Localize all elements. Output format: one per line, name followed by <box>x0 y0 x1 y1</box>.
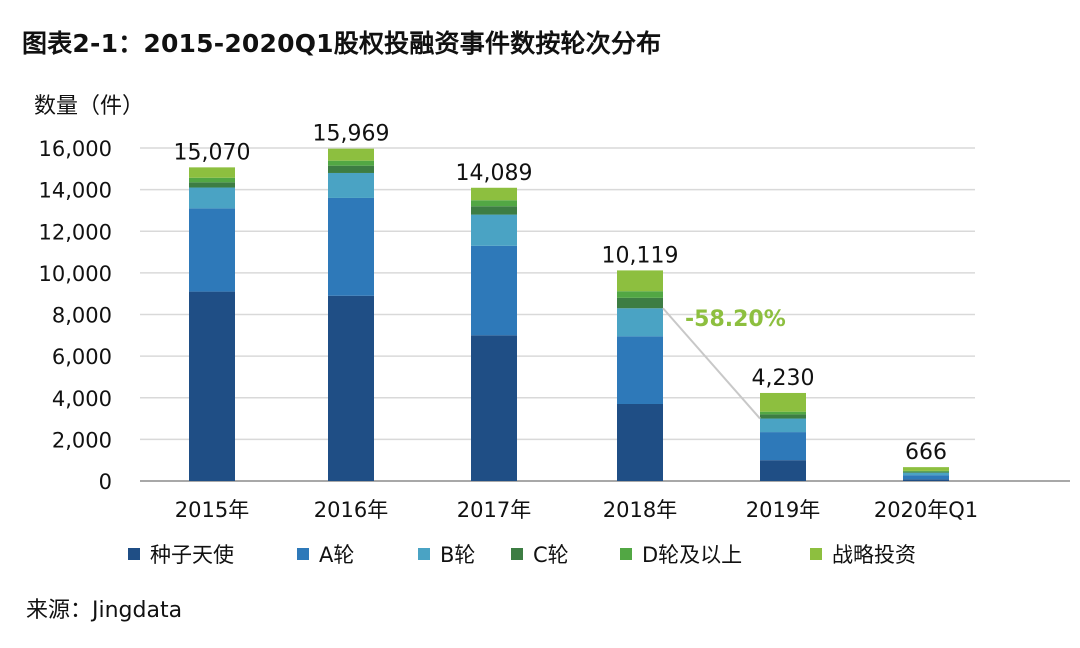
bar-segment <box>189 187 235 209</box>
y-tick-label: 0 <box>99 470 112 494</box>
total-labels: 15,070 15,969 14,089 10,119 4,230 666 <box>174 122 947 465</box>
bar-segment <box>617 308 663 337</box>
x-tick-label: 2015年 <box>175 498 249 522</box>
bar-segment <box>189 177 235 183</box>
legend-label: B轮 <box>440 543 475 567</box>
y-tick-label: 2,000 <box>52 428 112 452</box>
legend-swatch <box>620 548 632 560</box>
legend-label: C轮 <box>533 543 569 567</box>
bar-segment <box>617 403 663 481</box>
gridlines <box>140 147 1070 482</box>
legend-label: 战略投资 <box>832 543 916 567</box>
bar-segment <box>760 411 806 415</box>
bar-segment <box>617 291 663 298</box>
bar-segment <box>760 460 806 481</box>
bar-segment <box>760 432 806 461</box>
total-label: 14,089 <box>456 161 533 186</box>
y-tick-label: 16,000 <box>39 137 112 161</box>
bar-segment <box>903 475 949 480</box>
x-tick-label: 2017年 <box>457 498 531 522</box>
bar-segment <box>471 335 517 481</box>
bar-segment <box>760 392 806 412</box>
x-tick-label: 2019年 <box>746 498 820 522</box>
change-annotation: -58.20% <box>662 307 786 420</box>
bar-segment <box>328 165 374 173</box>
source-note: 来源：Jingdata <box>26 598 183 623</box>
y-tick-label: 12,000 <box>39 220 112 244</box>
bar-segment <box>189 167 235 178</box>
bar-segment <box>617 336 663 404</box>
change-percent-label: -58.20% <box>685 307 786 332</box>
bar-segment <box>328 197 374 296</box>
bar-segment <box>471 214 517 246</box>
legend-swatch <box>297 548 309 560</box>
y-tick-label: 14,000 <box>39 179 112 203</box>
bar-segment <box>760 414 806 419</box>
bar-segment <box>903 471 949 473</box>
x-tick-label: 2020年Q1 <box>874 498 978 522</box>
bar-segment <box>471 245 517 336</box>
y-axis-label: 数量（件） <box>34 94 144 119</box>
legend-label: A轮 <box>319 543 354 567</box>
total-label: 15,969 <box>313 122 390 147</box>
total-label: 4,230 <box>752 366 815 391</box>
bar-segment <box>189 182 235 188</box>
bar-segment <box>189 291 235 481</box>
bar-segment <box>328 148 374 161</box>
bar-segment <box>471 206 517 215</box>
x-axis-ticks: 2015年 2016年 2017年 2018年 2019年 2020年Q1 <box>175 498 978 522</box>
bar-segment <box>903 472 949 476</box>
bar-segment <box>471 187 517 201</box>
legend-swatch <box>810 548 822 560</box>
total-label: 15,070 <box>174 140 251 165</box>
y-tick-label: 4,000 <box>52 387 112 411</box>
bar-segment <box>903 479 949 481</box>
bar-segment <box>471 200 517 207</box>
y-axis-ticks: 0 2,000 4,000 6,000 8,000 10,000 12,000 14,000 1… <box>39 137 112 494</box>
bar-segment <box>328 160 374 166</box>
x-tick-label: 2018年 <box>603 498 677 522</box>
legend-swatch <box>511 548 523 560</box>
legend-label: 种子天使 <box>150 543 234 567</box>
bar-segment <box>189 208 235 292</box>
legend: 种子天使 A轮 B轮 C轮 D轮及以上 战略投资 <box>128 543 916 567</box>
bar-segment <box>760 418 806 433</box>
bar-segment <box>617 270 663 292</box>
change-connector <box>662 307 761 420</box>
bar-segment <box>328 295 374 481</box>
y-tick-label: 6,000 <box>52 345 112 369</box>
y-tick-label: 8,000 <box>52 304 112 328</box>
chart-title: 图表2-1：2015-2020Q1股权投融资事件数按轮次分布 <box>22 29 662 58</box>
bar-segment <box>617 297 663 309</box>
legend-swatch <box>418 548 430 560</box>
x-tick-label: 2016年 <box>314 498 388 522</box>
bar-segment <box>328 172 374 198</box>
bar-segment <box>903 470 949 472</box>
bar-segment <box>903 467 949 471</box>
y-tick-label: 10,000 <box>39 262 112 286</box>
total-label: 666 <box>905 440 947 465</box>
bar-stacks <box>189 148 949 481</box>
legend-swatch <box>128 548 140 560</box>
total-label: 10,119 <box>602 243 679 268</box>
legend-label: D轮及以上 <box>642 543 742 567</box>
